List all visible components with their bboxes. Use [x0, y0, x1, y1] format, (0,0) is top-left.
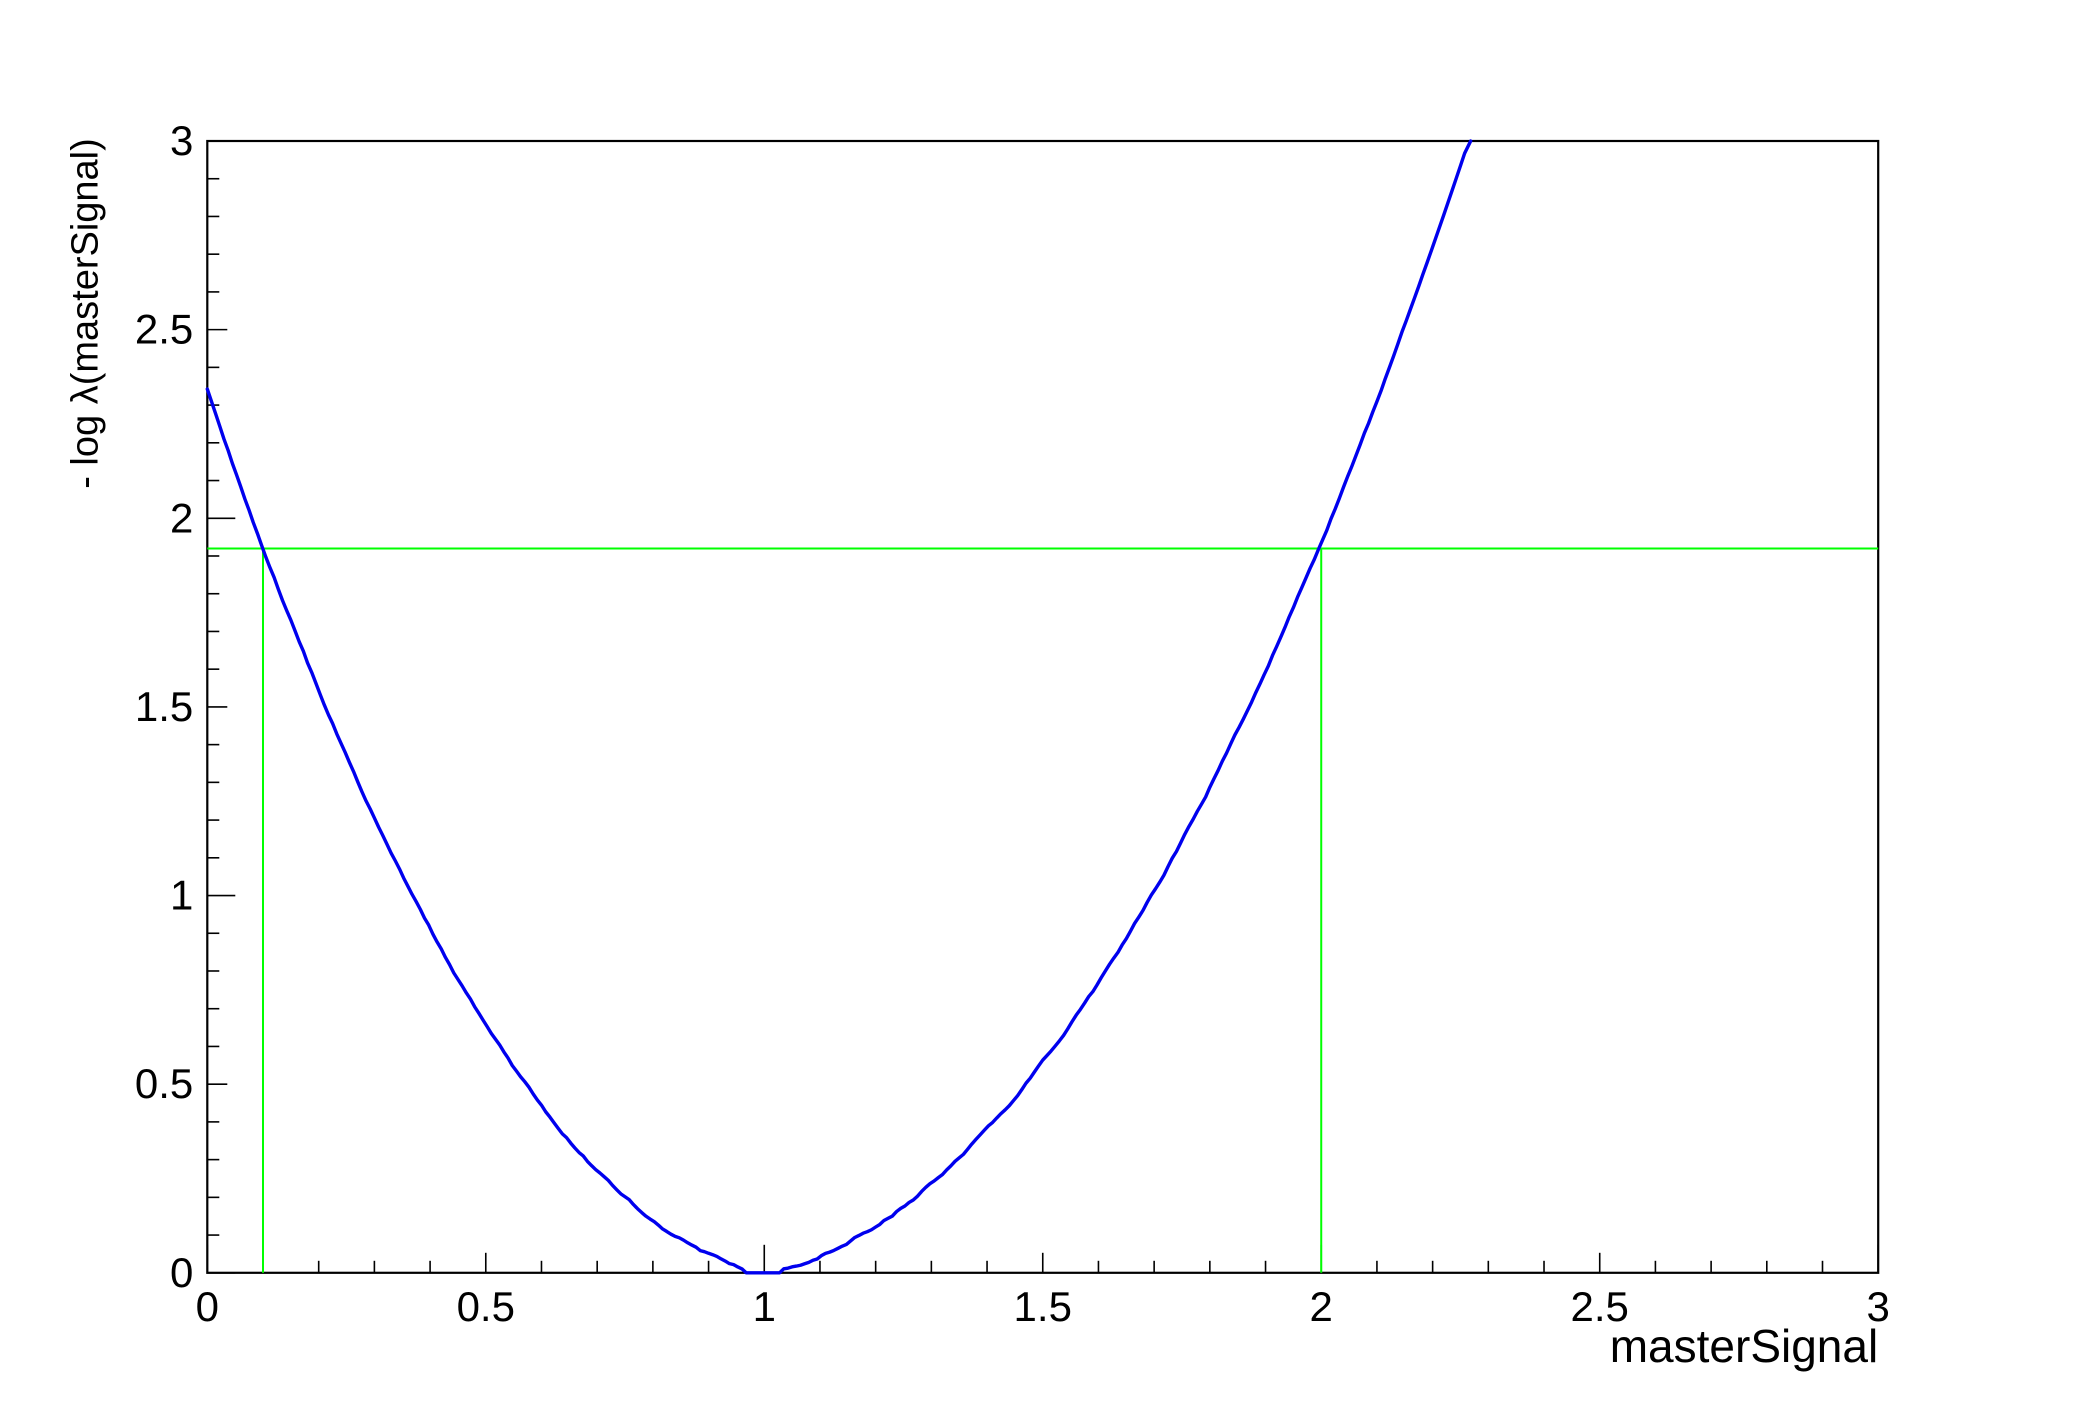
- svg-text:- log λ(masterSignal): - log λ(masterSignal): [64, 138, 106, 489]
- svg-text:0: 0: [196, 1283, 219, 1330]
- svg-text:1: 1: [170, 872, 193, 919]
- svg-text:masterSignal: masterSignal: [1610, 1320, 1878, 1372]
- svg-text:0.5: 0.5: [135, 1060, 193, 1107]
- svg-text:1: 1: [753, 1283, 776, 1330]
- svg-text:2.5: 2.5: [135, 306, 193, 353]
- svg-text:2: 2: [170, 494, 193, 541]
- svg-text:0: 0: [170, 1249, 193, 1296]
- svg-text:3: 3: [170, 117, 193, 164]
- svg-text:2: 2: [1310, 1283, 1333, 1330]
- svg-text:1.5: 1.5: [1014, 1283, 1072, 1330]
- svg-text:1.5: 1.5: [135, 683, 193, 730]
- svg-text:0.5: 0.5: [457, 1283, 515, 1330]
